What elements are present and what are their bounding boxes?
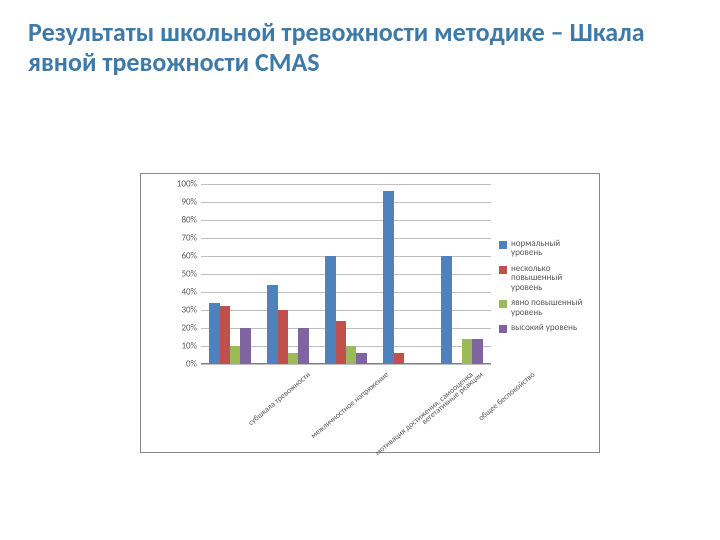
y-tick-label: 20% [147, 323, 197, 334]
y-tick-label: 70% [147, 233, 197, 244]
grid-line [201, 364, 491, 365]
legend-item: несколько повышенный уровень [499, 264, 593, 292]
chart-plot-area: 0%10%20%30%40%50%60%70%80%90%100%субшкал… [201, 184, 491, 364]
bar [209, 303, 219, 364]
bar [298, 328, 308, 364]
bar [394, 353, 404, 364]
bar [267, 285, 277, 364]
x-tick-label: субшкала тревожности [246, 370, 312, 428]
grid-line [201, 184, 491, 185]
bar [383, 191, 393, 364]
legend-item: явно повышенный уровень [499, 298, 593, 317]
bar [325, 256, 335, 364]
bar [472, 339, 482, 364]
grid-line [201, 220, 491, 221]
bar [462, 339, 472, 364]
grid-line [201, 202, 491, 203]
x-tick-label: межличностное напряжение [309, 370, 391, 441]
bar [356, 353, 366, 364]
bar [220, 306, 230, 364]
bar [288, 353, 298, 364]
y-tick-label: 80% [147, 215, 197, 226]
x-tick-label: общее беспокойство [477, 370, 538, 423]
bar [336, 321, 346, 364]
y-tick-label: 30% [147, 305, 197, 316]
y-tick-label: 60% [147, 251, 197, 262]
legend-swatch [499, 300, 507, 308]
legend-label: несколько повышенный уровень [511, 264, 593, 292]
legend-label: высокий уровень [511, 323, 577, 332]
chart-legend: нормальный уровень несколько повышенный у… [499, 239, 593, 339]
y-tick-label: 10% [147, 341, 197, 352]
slide-title: Результаты школьной тревожности методике… [28, 18, 700, 78]
bar [230, 346, 240, 364]
bar [346, 346, 356, 364]
bar [278, 310, 288, 364]
x-tick-label: вегетативные реакции [420, 370, 485, 427]
grid-line [201, 238, 491, 239]
legend-swatch [499, 266, 507, 274]
legend-label: нормальный уровень [511, 239, 593, 258]
chart-container: 0% 10% 20% 30% 40% 50% 60% 70% 80% 90% 100% субшкал… [140, 173, 600, 453]
y-tick-label: 0% [147, 359, 197, 370]
bar [240, 328, 250, 364]
bar [441, 256, 451, 364]
legend-label: явно повышенный уровень [511, 298, 593, 317]
legend-swatch [499, 325, 507, 333]
y-tick-label: 90% [147, 197, 197, 208]
y-tick-label: 40% [147, 287, 197, 298]
legend-swatch [499, 241, 507, 249]
legend-item: нормальный уровень [499, 239, 593, 258]
y-tick-label: 100% [147, 179, 197, 190]
y-tick-label: 50% [147, 269, 197, 280]
legend-item: высокий уровень [499, 323, 593, 333]
